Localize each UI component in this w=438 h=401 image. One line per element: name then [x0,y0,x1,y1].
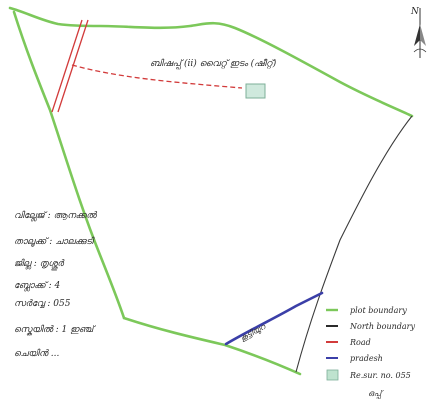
info-line-4: ബ്ലോക്ക് : 4 [14,281,61,292]
north-boundary-line [295,115,413,373]
legend-swatch-survey [326,369,339,381]
plot-boundary [8,6,414,376]
signature: ഒപ്പ് [368,389,385,400]
info-line-2: താലൂക്ക് : ചാലക്കുടി [14,236,95,247]
legend: plot boundary North boundary Road prades… [326,306,416,381]
legend-label-road: Road [349,338,371,347]
info-line-3: ജില്ല : തൃശ്ശൂർ [14,258,65,271]
legend-label-north-boundary: North boundary [349,322,416,331]
legend-label-pradesh: pradesh [350,354,383,363]
map-paper [6,4,430,386]
road-lines [51,19,89,113]
info-line-5: സർവ്വേ : 055 [14,299,71,309]
legend-label-survey: Re.sur. no. 055 [349,371,411,380]
road-dashed-connector [71,64,243,89]
info-block: വില്ലേജ് : ആനക്കൽ താലൂക്ക് : ചാലക്കുടി ജ… [14,210,98,359]
info-line-1: വില്ലേജ് : ആനക്കൽ [14,210,98,222]
info-line-6: സ്കെയിൽ : 1 ഇഞ്ച് [14,324,96,336]
legend-label-plot-boundary: plot boundary [350,306,407,315]
pradesh-line [224,291,324,346]
north-label: N [410,7,420,17]
north-arrow: N [410,7,427,58]
info-line-7: ചെയിൻ ... [14,348,60,359]
title-note: ബിഷപ്പ് (ii) വൈറ്റ് ഇടം (ഷീറ്റ്) [150,58,277,70]
marker-square [245,83,266,99]
